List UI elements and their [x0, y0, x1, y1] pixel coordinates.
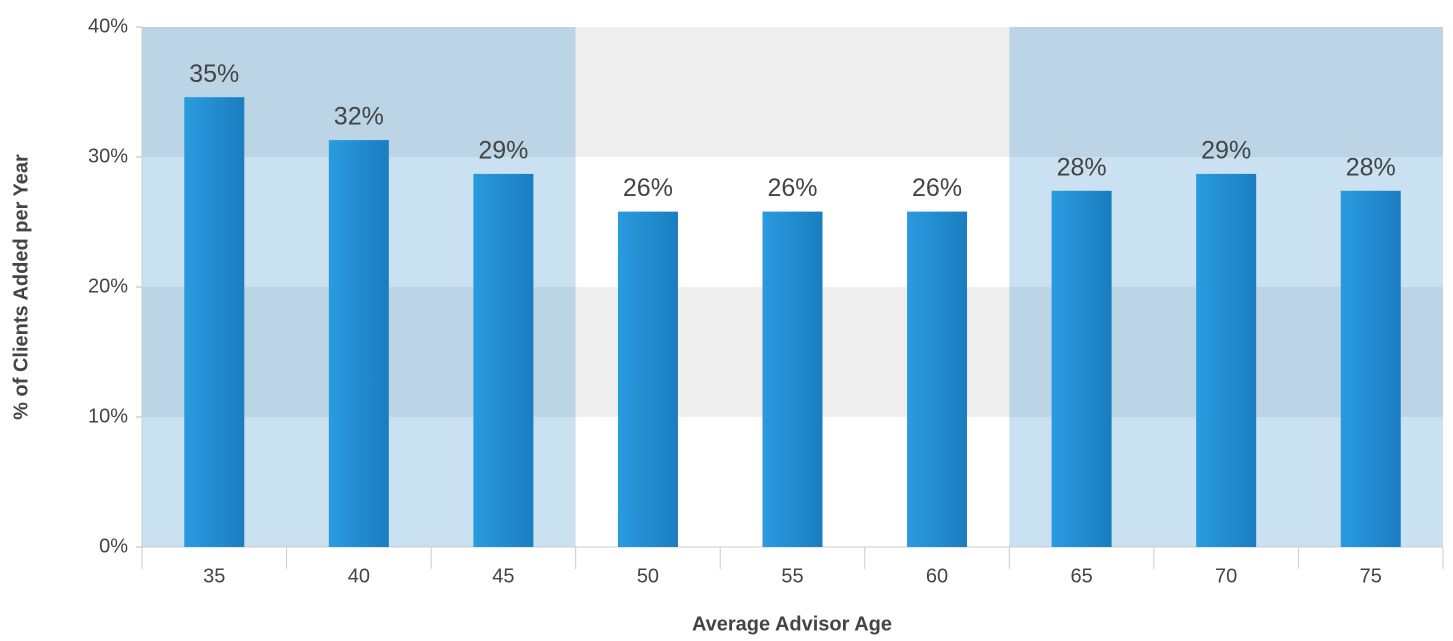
- y-tick-label: 20%: [88, 275, 128, 297]
- bar: [1196, 173, 1257, 547]
- x-axis-label: Average Advisor Age: [692, 613, 892, 635]
- x-tick-label: 60: [926, 565, 948, 587]
- data-label: 29%: [478, 137, 528, 165]
- bar: [184, 97, 245, 547]
- data-label: 26%: [912, 174, 962, 202]
- x-tick-label: 55: [781, 565, 803, 587]
- y-tick-label: 40%: [88, 15, 128, 37]
- bar: [328, 140, 389, 547]
- data-label: 29%: [1201, 137, 1251, 165]
- background-band: [1009, 27, 1443, 157]
- y-tick-label: 10%: [88, 405, 128, 427]
- data-label: 28%: [1346, 153, 1396, 181]
- bar: [762, 211, 823, 547]
- y-tick-label: 30%: [88, 145, 128, 167]
- bar: [1051, 190, 1112, 548]
- bar: [1340, 190, 1401, 548]
- data-label: 28%: [1057, 153, 1107, 181]
- x-tick-label: 70: [1215, 565, 1237, 587]
- background-band: [575, 27, 1010, 157]
- x-tick-label: 75: [1360, 565, 1382, 587]
- x-tick-label: 45: [492, 565, 514, 587]
- data-label: 26%: [767, 174, 817, 202]
- bar: [473, 173, 534, 547]
- bar: [617, 211, 678, 547]
- data-label: 26%: [623, 174, 673, 202]
- x-tick-label: 65: [1070, 565, 1092, 587]
- y-tick-label: 0%: [99, 535, 128, 557]
- x-tick-label: 35: [203, 565, 225, 587]
- x-tick-label: 40: [348, 565, 370, 587]
- bar: [907, 211, 968, 547]
- data-label: 35%: [189, 60, 239, 88]
- x-tick-label: 50: [637, 565, 659, 587]
- data-label: 32%: [334, 103, 384, 131]
- y-axis-label: % of Clients Added per Year: [10, 154, 32, 420]
